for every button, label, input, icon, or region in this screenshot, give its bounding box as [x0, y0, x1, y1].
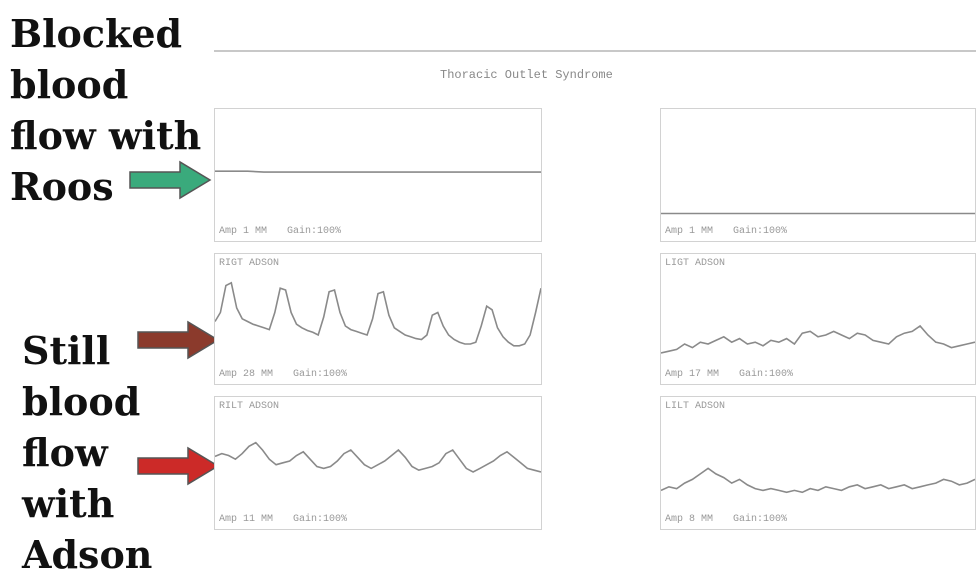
panel-footer: Amp 17 MM Gain:100% [665, 369, 793, 380]
adson-annotation: Still blood flow with Adson [22, 325, 152, 580]
panel-title: RILT ADSON [219, 401, 280, 412]
gain-label: Gain:100% [733, 226, 788, 237]
left-adson-panel: LIGT ADSON Amp 17 MM Gain:100% [660, 253, 976, 385]
roos-annotation-line: blood [10, 62, 129, 107]
trace-line [215, 281, 541, 347]
adson-annotation-line: flow [22, 430, 108, 475]
panel-title: LIGT ADSON [665, 258, 726, 269]
panel-footer: Amp 1 MM Gain:100% [665, 226, 787, 237]
gain-label: Gain:100% [293, 369, 348, 380]
panel-footer: Amp 1 MM Gain:100% [219, 226, 341, 237]
left-adson-trace [661, 324, 975, 354]
left-lt-adson-trace [661, 467, 975, 494]
right-adson-panel: RIGT ADSON Amp 28 MM Gain:100% [214, 253, 542, 385]
gain-label: Gain:100% [733, 514, 788, 525]
adson-annotation-line: blood [22, 379, 141, 424]
report-header-bar [214, 28, 976, 52]
right-roos-panel: Amp 1 MM Gain:100% [214, 108, 542, 242]
trace-line [215, 170, 541, 173]
roos-arrow-icon [129, 160, 212, 200]
adson-annotation-line: Still [22, 328, 111, 373]
amp-label: Amp 17 MM [665, 369, 720, 380]
amp-label: Amp 28 MM [219, 369, 274, 380]
adson-bottom-arrow-icon [137, 446, 220, 486]
left-lt-adson-panel: LILT ADSON Amp 8 MM Gain:100% [660, 396, 976, 530]
left-roos-trace [661, 212, 975, 215]
gain-label: Gain:100% [293, 514, 348, 525]
gain-label: Gain:100% [739, 369, 794, 380]
amp-label: Amp 8 MM [665, 514, 714, 525]
trace-line [661, 467, 975, 494]
right-lt-adson-trace [215, 441, 541, 473]
panel-footer: Amp 8 MM Gain:100% [665, 514, 787, 525]
right-lt-adson-panel: RILT ADSON Amp 11 MM Gain:100% [214, 396, 542, 530]
report-title: Thoracic Outlet Syndrome [440, 68, 613, 82]
amp-label: Amp 11 MM [219, 514, 274, 525]
right-adson-trace [215, 281, 541, 347]
roos-annotation-line: Blocked [10, 11, 183, 56]
left-roos-panel: Amp 1 MM Gain:100% [660, 108, 976, 242]
trace-line [661, 324, 975, 354]
gain-label: Gain:100% [287, 226, 342, 237]
trace-line [215, 441, 541, 473]
panel-footer: Amp 28 MM Gain:100% [219, 369, 347, 380]
adson-annotation-line: Adson [22, 532, 153, 577]
amp-label: Amp 1 MM [665, 226, 714, 237]
amp-label: Amp 1 MM [219, 226, 268, 237]
adson-annotation-line: with [22, 481, 115, 526]
roos-annotation-line: flow with [10, 113, 202, 158]
roos-annotation-line: Roos [10, 164, 114, 209]
roos-annotation: Blocked blood flow with Roos [10, 8, 201, 212]
right-roos-trace [215, 170, 541, 173]
panel-title: LILT ADSON [665, 401, 726, 412]
adson-top-arrow-icon [137, 320, 220, 360]
panel-footer: Amp 11 MM Gain:100% [219, 514, 347, 525]
panel-title: RIGT ADSON [219, 258, 280, 269]
